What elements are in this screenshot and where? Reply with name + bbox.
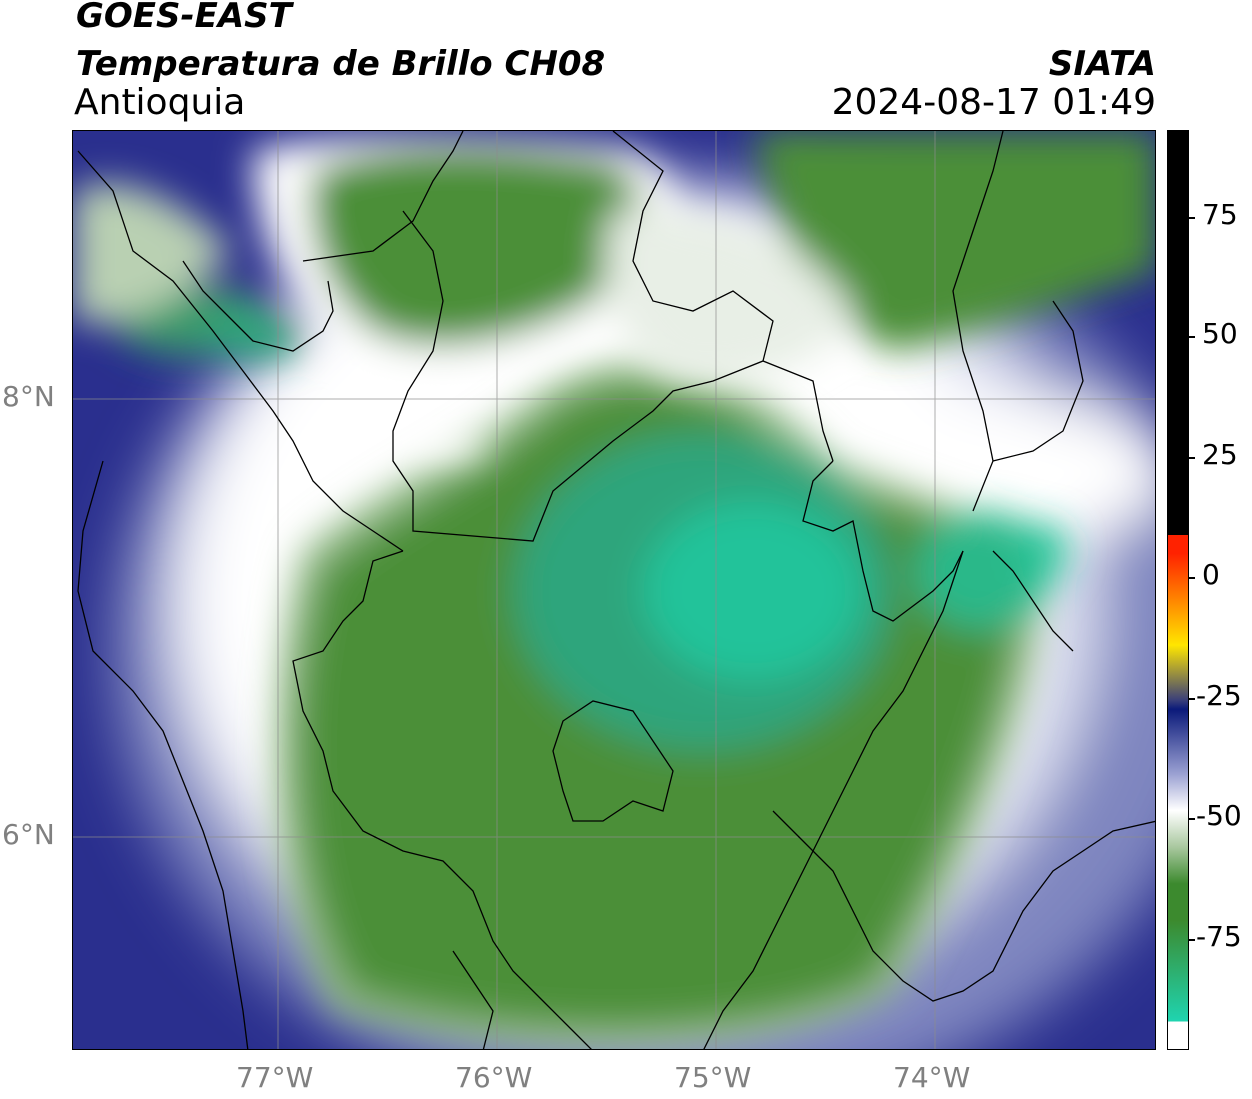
datetime-label: 2024-08-17 01:49 (831, 82, 1156, 123)
lon-label-74w: 74°W (893, 1061, 971, 1094)
colorbar-tick-neg50 (1188, 818, 1195, 820)
lat-label-6n: 6°N (2, 818, 55, 851)
agency-label: SIATA (1048, 44, 1156, 84)
product-title: Temperatura de Brillo CH08 (76, 44, 606, 84)
colorbar-label-neg75: -75 (1196, 920, 1242, 953)
temperature-map (73, 131, 1155, 1049)
colorbar-tick-75 (1188, 217, 1195, 219)
region-label: Antioquia (74, 82, 246, 123)
colorbar-tick-neg25 (1188, 698, 1195, 700)
colorbar-tick-50 (1188, 336, 1195, 338)
colorbar-tick-0 (1188, 577, 1195, 579)
colorbar-label-25: 25 (1202, 438, 1238, 471)
colorbar (1167, 130, 1189, 1050)
lat-label-8n: 8°N (2, 380, 55, 413)
colorbar-label-75: 75 (1202, 198, 1238, 231)
colorbar-tick-neg75 (1188, 939, 1195, 941)
boundary-lines (77, 131, 1155, 1049)
colorbar-label-50: 50 (1202, 317, 1238, 350)
colorbar-label-neg25: -25 (1196, 679, 1242, 712)
lon-label-76w: 76°W (455, 1061, 533, 1094)
colorbar-label-neg50: -50 (1196, 799, 1242, 832)
colorbar-tick-25 (1188, 457, 1195, 459)
colorbar-label-0: 0 (1202, 558, 1220, 591)
lon-label-75w: 75°W (674, 1061, 752, 1094)
graticule (73, 131, 1155, 1049)
satellite-title: GOES-EAST (76, 0, 292, 36)
map-panel[interactable] (72, 130, 1156, 1050)
lon-label-77w: 77°W (236, 1061, 314, 1094)
